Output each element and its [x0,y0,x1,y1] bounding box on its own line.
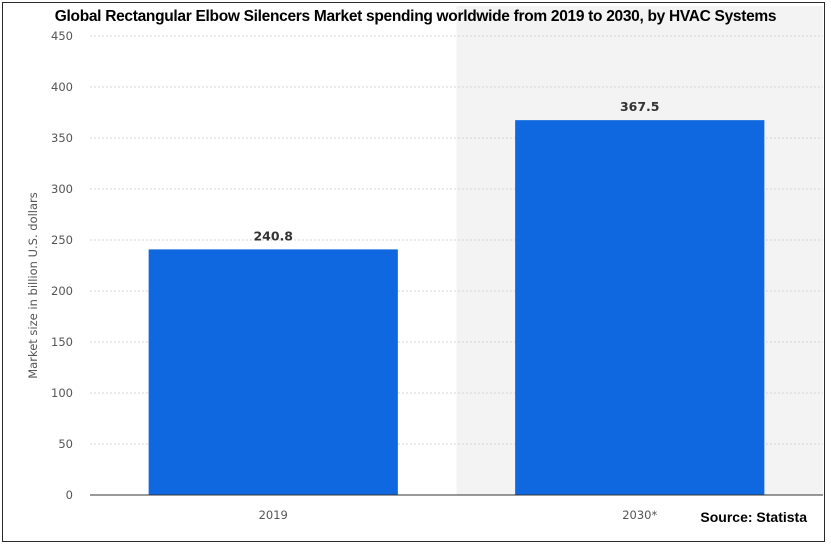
data-label: 240.8 [253,228,293,243]
x-tick-labels: 2019 2030* [259,508,658,522]
source-note: Source: Statista [700,509,807,525]
bars [148,120,765,496]
y-tick-label: 300 [51,182,73,196]
bar-2019 [148,249,398,495]
data-label: 367.5 [620,99,660,114]
y-tick-label: 100 [51,386,73,400]
y-axis-label: Market size in billion U.S. dollars [26,192,40,379]
y-tick-label: 450 [51,29,73,43]
y-tick-label: 0 [66,488,73,502]
y-tick-label: 400 [51,80,73,94]
y-tick-labels: 0 50 100 150 200 250 300 350 400 450 [51,29,73,502]
bar-2030 [515,120,765,496]
y-tick-label: 150 [51,335,73,349]
y-tick-label: 200 [51,284,73,298]
x-tick-label: 2030* [622,508,657,522]
y-tick-label: 250 [51,233,73,247]
data-labels: 240.8 367.5 [253,99,659,243]
y-tick-label: 350 [51,131,73,145]
chart-title: Global Rectangular Elbow Silencers Marke… [54,8,777,25]
x-tick-label: 2019 [259,508,288,522]
y-tick-label: 50 [58,437,73,451]
